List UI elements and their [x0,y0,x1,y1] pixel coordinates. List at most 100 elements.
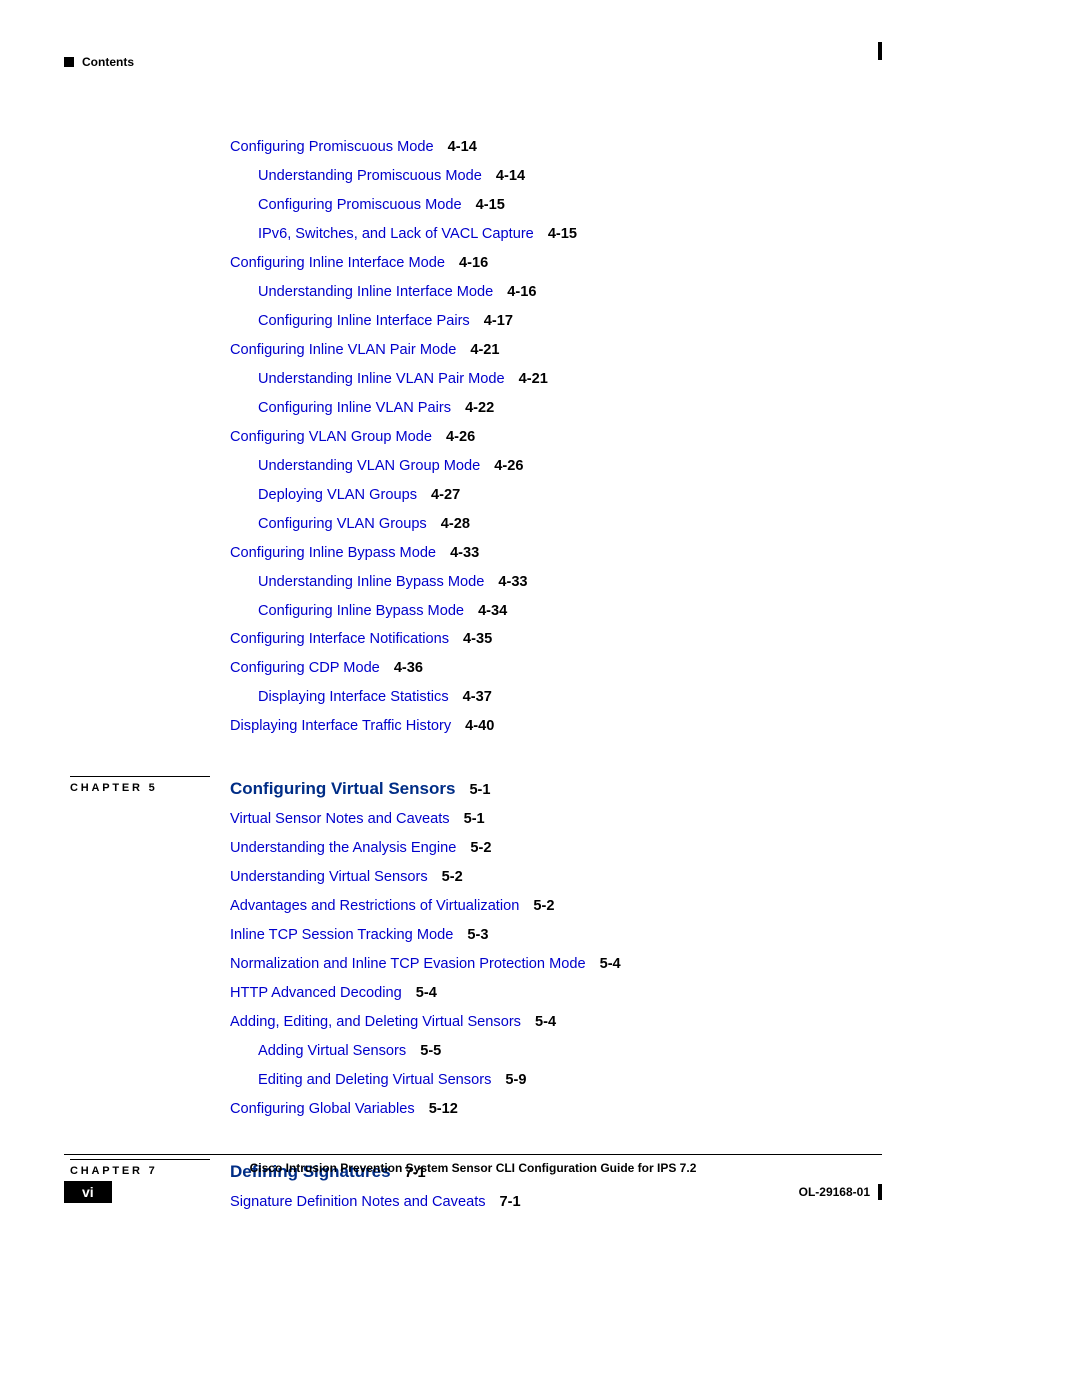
toc-link[interactable]: Configuring Promiscuous Mode [230,139,434,155]
chapter-heading: Configuring Virtual Sensors5-1 [230,778,930,800]
toc-entry: Understanding Inline Bypass Mode 4-33 [230,573,930,592]
toc-link[interactable]: Configuring Inline VLAN Pairs [258,400,451,416]
toc-entry: Configuring Inline VLAN Pairs 4-22 [230,399,930,418]
toc-link[interactable]: Configuring Inline Interface Mode [230,255,445,271]
toc-page: 5-3 [467,927,488,943]
toc-page: 4-22 [465,400,494,416]
chapter-rule [70,776,210,777]
toc-link[interactable]: Virtual Sensor Notes and Caveats [230,811,450,827]
toc-page: 4-36 [394,660,423,676]
toc-link[interactable]: Configuring Interface Notifications [230,631,449,647]
toc-page: 4-33 [498,574,527,590]
header: Contents [64,55,134,69]
toc-entry: Configuring Interface Notifications 4-35 [230,630,930,649]
toc-link[interactable]: Adding, Editing, and Deleting Virtual Se… [230,1014,521,1030]
toc-link[interactable]: Understanding Virtual Sensors [230,869,428,885]
toc-entry: Understanding Inline Interface Mode 4-16 [230,283,930,302]
toc-link[interactable]: Normalization and Inline TCP Evasion Pro… [230,956,586,972]
toc-page: 4-27 [431,487,460,503]
toc-link[interactable]: Understanding VLAN Group Mode [258,458,480,474]
toc-page: 4-40 [465,718,494,734]
toc-page: 4-16 [507,284,536,300]
toc-entry: Configuring Promiscuous Mode 4-14 [230,138,930,157]
toc-page: 5-12 [429,1101,458,1117]
toc-page: 4-33 [450,545,479,561]
toc-link[interactable]: Configuring CDP Mode [230,660,380,676]
toc-page: 4-21 [519,371,548,387]
toc-link[interactable]: Configuring Inline Bypass Mode [258,603,464,619]
toc-page: 4-15 [548,226,577,242]
footer-left: vi [64,1181,112,1203]
toc-entry: Configuring CDP Mode 4-36 [230,659,930,678]
toc-entry: Configuring Inline Interface Pairs 4-17 [230,312,930,331]
toc-link[interactable]: Inline TCP Session Tracking Mode [230,927,453,943]
toc-entry: Normalization and Inline TCP Evasion Pro… [230,955,930,974]
toc-entry: Configuring Global Variables 5-12 [230,1100,930,1119]
toc-page: 4-26 [494,458,523,474]
toc-link[interactable]: Understanding Promiscuous Mode [258,168,482,184]
toc-entry: HTTP Advanced Decoding 5-4 [230,984,930,1003]
toc-link[interactable]: Configuring VLAN Groups [258,516,427,532]
toc-page: 4-15 [476,197,505,213]
toc-entry: Displaying Interface Traffic History 4-40 [230,717,930,736]
toc-link[interactable]: Configuring Inline Bypass Mode [230,545,436,561]
toc-link[interactable]: Adding Virtual Sensors [258,1043,406,1059]
toc-entry: Configuring Inline Bypass Mode 4-33 [230,544,930,563]
toc-link[interactable]: Configuring Promiscuous Mode [258,197,462,213]
toc-entry: IPv6, Switches, and Lack of VACL Capture… [230,225,930,244]
toc-entry: Configuring VLAN Groups 4-28 [230,515,930,534]
toc-entry: Understanding VLAN Group Mode 4-26 [230,457,930,476]
toc-page: 5-4 [416,985,437,1001]
toc-link[interactable]: Understanding the Analysis Engine [230,840,456,856]
toc-entry: Inline TCP Session Tracking Mode 5-3 [230,926,930,945]
toc-link[interactable]: Configuring Inline VLAN Pair Mode [230,342,456,358]
footer: Cisco Intrusion Prevention System Sensor… [64,1154,882,1203]
toc-link[interactable]: IPv6, Switches, and Lack of VACL Capture [258,226,534,242]
toc-link[interactable]: Configuring Global Variables [230,1101,415,1117]
toc-page: 5-2 [533,898,554,914]
toc-entry: Configuring Promiscuous Mode 4-15 [230,196,930,215]
toc-page: 5-4 [600,956,621,972]
toc-page: 5-9 [505,1072,526,1088]
toc-entry: Adding Virtual Sensors 5-5 [230,1042,930,1061]
toc-entry: Deploying VLAN Groups 4-27 [230,486,930,505]
toc-link[interactable]: Displaying Interface Statistics [258,689,449,705]
toc-page: 4-17 [484,313,513,329]
toc-link[interactable]: Advantages and Restrictions of Virtualiz… [230,898,519,914]
toc-entry: Displaying Interface Statistics 4-37 [230,688,930,707]
toc-link[interactable]: Displaying Interface Traffic History [230,718,451,734]
toc-page: 5-2 [470,840,491,856]
crop-mark [878,42,882,60]
toc-link[interactable]: Understanding Inline VLAN Pair Mode [258,371,505,387]
toc-entry: Understanding Inline VLAN Pair Mode 4-21 [230,370,930,389]
toc-entry: Configuring VLAN Group Mode 4-26 [230,428,930,447]
toc-page: 5-4 [535,1014,556,1030]
toc-page: 4-26 [446,429,475,445]
toc-page: 4-21 [470,342,499,358]
toc-entry: Editing and Deleting Virtual Sensors 5-9 [230,1071,930,1090]
toc-page: 5-1 [464,811,485,827]
chapter-label: CHAPTER 5 [70,782,158,794]
toc-entry: Adding, Editing, and Deleting Virtual Se… [230,1013,930,1032]
toc-content: Configuring Promiscuous Mode 4-14 Underst… [230,138,930,1222]
doc-id: OL-29168-01 [799,1185,870,1199]
toc-link[interactable]: Configuring VLAN Group Mode [230,429,432,445]
toc-link[interactable]: Understanding Inline Bypass Mode [258,574,484,590]
page-number: vi [64,1181,112,1203]
toc-page: 4-28 [441,516,470,532]
toc-page: 4-37 [463,689,492,705]
toc-link[interactable]: Deploying VLAN Groups [258,487,417,503]
toc-entry: Configuring Inline Bypass Mode 4-34 [230,602,930,621]
toc-entry: Configuring Inline VLAN Pair Mode 4-21 [230,341,930,360]
chapter-title[interactable]: Configuring Virtual Sensors [230,779,455,798]
toc-entry: Configuring Inline Interface Mode4-16 [230,254,930,273]
toc-link[interactable]: HTTP Advanced Decoding [230,985,402,1001]
toc-page: 4-14 [448,139,477,155]
crop-mark [878,1184,882,1200]
toc-page: 4-35 [463,631,492,647]
toc-link[interactable]: Configuring Inline Interface Pairs [258,313,470,329]
toc-page: 5-5 [420,1043,441,1059]
toc-link[interactable]: Editing and Deleting Virtual Sensors [258,1072,491,1088]
toc-page: 4-34 [478,603,507,619]
toc-link[interactable]: Understanding Inline Interface Mode [258,284,493,300]
